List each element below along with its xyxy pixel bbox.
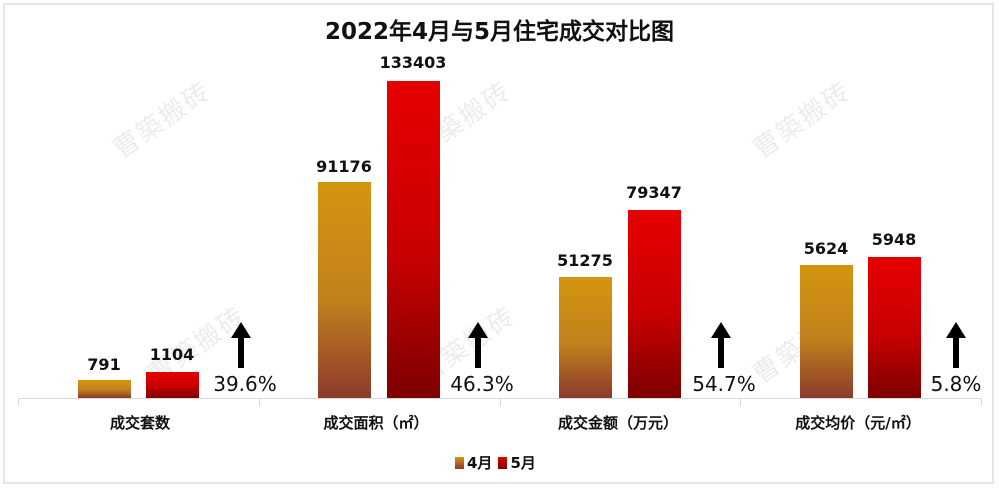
category-label: 成交均价（元/㎡） bbox=[795, 414, 921, 432]
legend-swatch-may bbox=[498, 456, 508, 469]
bar-may-price[interactable] bbox=[868, 257, 921, 398]
category-label: 成交套数 bbox=[109, 414, 170, 432]
change-percent: 54.7% bbox=[692, 372, 756, 396]
value-label: 791 bbox=[87, 355, 121, 374]
arrow-up-icon bbox=[231, 322, 251, 368]
chart-frame bbox=[3, 3, 994, 484]
arrow-up-icon bbox=[946, 322, 966, 368]
legend-label-apr: 4月 bbox=[467, 454, 493, 472]
legend-swatch-apr bbox=[455, 456, 464, 469]
bar-may-area[interactable] bbox=[387, 81, 440, 398]
chart-title: 2022年4月与5月住宅成交对比图 bbox=[324, 19, 675, 45]
change-percent: 46.3% bbox=[450, 372, 514, 396]
x-axis-tick bbox=[740, 398, 741, 406]
legend-item-may[interactable]: 5月 bbox=[498, 452, 536, 473]
x-axis-tick bbox=[500, 398, 501, 406]
legend: 4月 5月 bbox=[455, 452, 542, 473]
bar-apr-area[interactable] bbox=[318, 182, 371, 398]
value-label: 5624 bbox=[803, 239, 849, 258]
legend-label-may: 5月 bbox=[510, 454, 536, 472]
arrow-up-icon bbox=[468, 322, 488, 368]
value-label: 1104 bbox=[149, 345, 195, 364]
bar-apr-units[interactable] bbox=[78, 380, 131, 398]
bar-may-amount[interactable] bbox=[628, 210, 681, 398]
value-label: 5948 bbox=[871, 230, 917, 249]
bar-may-units[interactable] bbox=[146, 372, 199, 398]
bar-apr-price[interactable] bbox=[800, 265, 853, 398]
value-label: 91176 bbox=[316, 157, 372, 176]
change-percent: 5.8% bbox=[930, 372, 982, 396]
legend-item-apr[interactable]: 4月 bbox=[455, 452, 492, 473]
value-label: 79347 bbox=[626, 183, 682, 202]
category-label: 成交面积（㎡） bbox=[323, 414, 429, 432]
x-axis-tick bbox=[981, 398, 982, 406]
x-axis-tick bbox=[18, 398, 19, 406]
arrow-up-icon bbox=[711, 322, 731, 368]
x-axis-tick bbox=[259, 398, 260, 406]
change-percent: 39.6% bbox=[213, 372, 277, 396]
category-label: 成交金额（万元） bbox=[557, 414, 678, 432]
bar-apr-amount[interactable] bbox=[559, 277, 612, 398]
value-label: 133403 bbox=[379, 53, 447, 72]
value-label: 51275 bbox=[557, 251, 613, 270]
